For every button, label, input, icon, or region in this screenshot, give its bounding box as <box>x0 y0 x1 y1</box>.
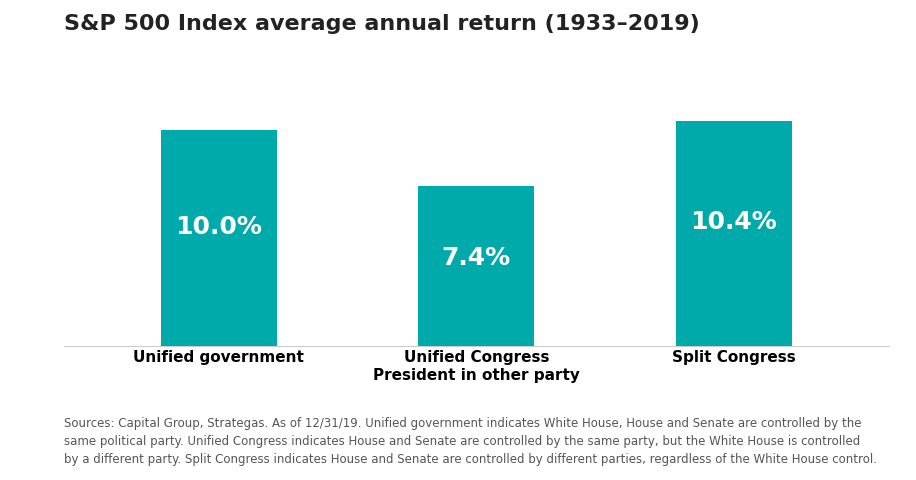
Bar <box>160 130 277 346</box>
Bar <box>676 121 792 346</box>
Text: Sources: Capital Group, Strategas. As of 12/31/19. Unified government indicates : Sources: Capital Group, Strategas. As of… <box>64 417 878 466</box>
Text: 10.4%: 10.4% <box>691 210 778 234</box>
Bar <box>419 186 534 346</box>
Text: 10.0%: 10.0% <box>175 215 262 239</box>
Text: S&P 500 Index average annual return (1933–2019): S&P 500 Index average annual return (193… <box>64 14 700 35</box>
Text: 7.4%: 7.4% <box>442 246 511 270</box>
